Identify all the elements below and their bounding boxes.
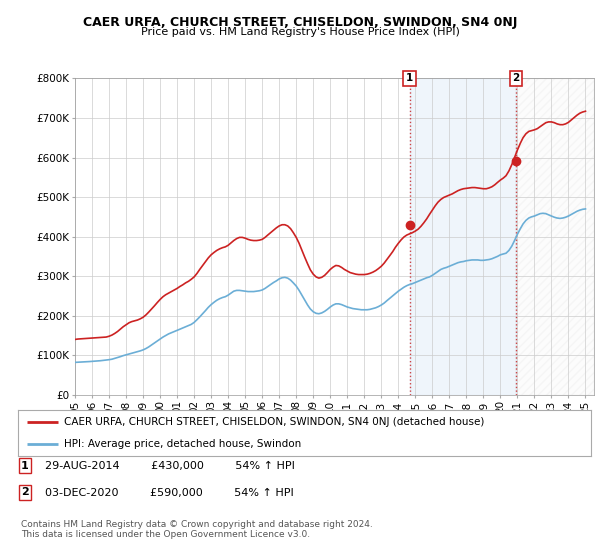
Bar bbox=[516, 78, 594, 395]
Bar bbox=[410, 78, 516, 395]
Text: CAER URFA, CHURCH STREET, CHISELDON, SWINDON, SN4 0NJ (detached house): CAER URFA, CHURCH STREET, CHISELDON, SWI… bbox=[64, 417, 484, 427]
Text: 03-DEC-2020         £590,000         54% ↑ HPI: 03-DEC-2020 £590,000 54% ↑ HPI bbox=[45, 488, 294, 498]
Text: Price paid vs. HM Land Registry's House Price Index (HPI): Price paid vs. HM Land Registry's House … bbox=[140, 27, 460, 38]
Bar bbox=[516, 78, 594, 395]
Text: 2: 2 bbox=[21, 487, 29, 497]
Text: Contains HM Land Registry data © Crown copyright and database right 2024.
This d: Contains HM Land Registry data © Crown c… bbox=[21, 520, 373, 539]
Text: 1: 1 bbox=[21, 461, 29, 471]
Text: HPI: Average price, detached house, Swindon: HPI: Average price, detached house, Swin… bbox=[64, 439, 301, 449]
Text: 1: 1 bbox=[406, 73, 413, 83]
Text: 2: 2 bbox=[512, 73, 520, 83]
Text: 29-AUG-2014         £430,000         54% ↑ HPI: 29-AUG-2014 £430,000 54% ↑ HPI bbox=[45, 461, 295, 472]
Text: CAER URFA, CHURCH STREET, CHISELDON, SWINDON, SN4 0NJ: CAER URFA, CHURCH STREET, CHISELDON, SWI… bbox=[83, 16, 517, 29]
